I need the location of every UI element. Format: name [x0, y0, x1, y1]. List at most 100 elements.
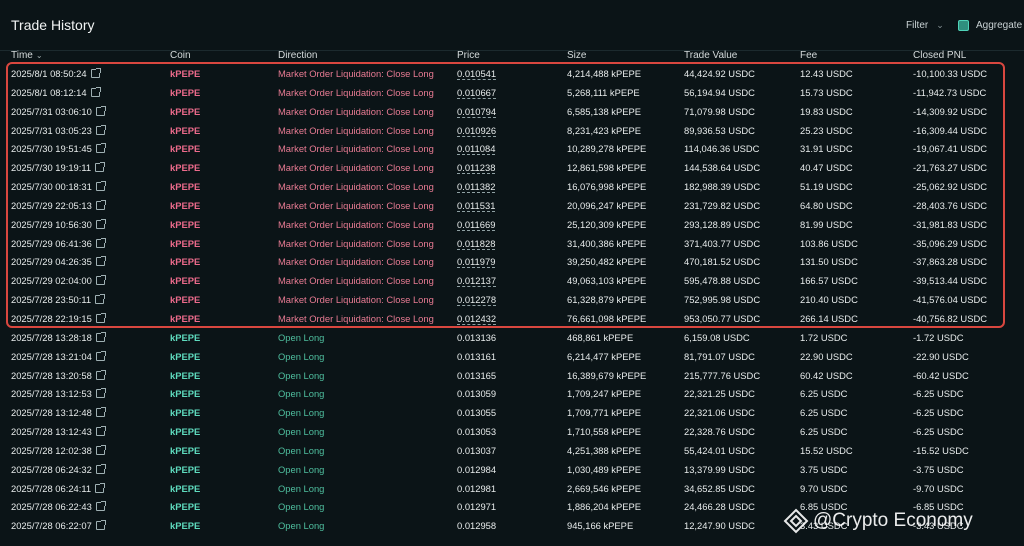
- price-text: 0.012958: [457, 520, 497, 532]
- external-link-icon[interactable]: [95, 501, 106, 512]
- coin-link[interactable]: kPEPE: [170, 181, 200, 192]
- table-row: 2025/7/28 06:24:32 kPEPE Open Long 0.012984…: [0, 460, 1024, 479]
- coin-link[interactable]: kPEPE: [170, 313, 200, 324]
- coin-link[interactable]: kPEPE: [170, 445, 200, 456]
- coin-link[interactable]: kPEPE: [170, 106, 200, 117]
- fee: 22.90 USDC: [800, 351, 853, 362]
- external-link-icon[interactable]: [95, 463, 106, 474]
- external-link-icon[interactable]: [95, 426, 106, 437]
- trade-time-text: 2025/7/28 13:20:58: [11, 369, 92, 381]
- coin-link[interactable]: kPEPE: [170, 388, 200, 399]
- column-header-direction[interactable]: Direction: [278, 50, 318, 61]
- column-header-closed-pnl[interactable]: Closed PNL: [913, 50, 967, 61]
- size-text: 945,166 kPEPE: [567, 520, 634, 532]
- coin-link[interactable]: kPEPE: [170, 294, 200, 305]
- direction: Open Long: [278, 370, 324, 381]
- trade-value: 12,247.90 USDC: [684, 520, 755, 531]
- external-link-icon[interactable]: [95, 331, 106, 342]
- trade-value-text: 22,321.25 USDC: [684, 388, 755, 400]
- coin-link[interactable]: kPEPE: [170, 464, 200, 475]
- size-text: 4,251,388 kPEPE: [567, 444, 642, 456]
- closed-pnl: -1.72 USDC: [913, 332, 964, 343]
- external-link-icon[interactable]: [95, 105, 106, 116]
- external-link-icon[interactable]: [95, 256, 106, 267]
- coin-link-text: kPEPE: [170, 350, 201, 362]
- trade-time-text: 2025/7/29 06:41:36: [11, 237, 92, 249]
- coin-link[interactable]: kPEPE: [170, 332, 200, 343]
- coin-link[interactable]: kPEPE: [170, 125, 200, 136]
- external-link-icon[interactable]: [95, 388, 106, 399]
- external-link-icon[interactable]: [95, 407, 106, 418]
- coin-link[interactable]: kPEPE: [170, 501, 200, 512]
- external-link-icon[interactable]: [95, 237, 106, 248]
- trade-value-text: 22,321.06 USDC: [684, 407, 755, 419]
- column-header-trade-value[interactable]: Trade Value: [684, 50, 738, 61]
- external-link-icon[interactable]: [95, 350, 106, 361]
- column-header-fee[interactable]: Fee: [800, 50, 818, 61]
- closed-pnl-text: -60.42 USDC: [913, 369, 969, 381]
- external-link-icon[interactable]: [95, 520, 106, 531]
- table-row: 2025/7/28 13:28:18 kPEPE Open Long 0.013136…: [0, 328, 1024, 347]
- closed-pnl: -10,100.33 USDC: [913, 68, 987, 79]
- trade-value: 89,936.53 USDC: [684, 125, 755, 136]
- size: 8,231,423 kPEPE: [567, 125, 641, 136]
- coin-link[interactable]: kPEPE: [170, 275, 200, 286]
- external-link-icon[interactable]: [95, 162, 106, 173]
- coin-link[interactable]: kPEPE: [170, 238, 200, 249]
- coin-link[interactable]: kPEPE: [170, 351, 200, 362]
- external-link-icon[interactable]: [95, 218, 106, 229]
- coin-link[interactable]: kPEPE: [170, 68, 200, 79]
- coin-link-text: kPEPE: [170, 482, 201, 494]
- external-link-icon[interactable]: [90, 86, 101, 97]
- column-header-price[interactable]: Price: [457, 50, 480, 61]
- closed-pnl-text: -41,576.04 USDC: [913, 294, 987, 306]
- coin-link[interactable]: kPEPE: [170, 162, 200, 173]
- aggregate-checkbox[interactable]: [958, 20, 969, 31]
- coin-link[interactable]: kPEPE: [170, 483, 200, 494]
- closed-pnl-text: -21,763.27 USDC: [913, 162, 987, 174]
- coin-link[interactable]: kPEPE: [170, 256, 200, 267]
- filter-dropdown[interactable]: Filter ⌄: [906, 20, 944, 31]
- price: 0.013053: [457, 426, 496, 437]
- fee: 51.19 USDC: [800, 181, 853, 192]
- external-link-icon[interactable]: [90, 68, 101, 78]
- size: 6,214,477 kPEPE: [567, 351, 641, 362]
- fee: 31.91 USDC: [800, 143, 853, 154]
- size: 1,710,558 kPEPE: [567, 426, 641, 437]
- closed-pnl: -28,403.76 USDC: [913, 200, 987, 211]
- size: 12,861,598 kPEPE: [567, 162, 646, 173]
- external-link-icon[interactable]: [95, 482, 106, 493]
- external-link-icon[interactable]: [95, 369, 106, 380]
- coin-link[interactable]: kPEPE: [170, 370, 200, 381]
- external-link-icon[interactable]: [95, 275, 106, 286]
- external-link-icon[interactable]: [95, 143, 106, 154]
- trade-value-text: 12,247.90 USDC: [684, 520, 755, 532]
- price-text: 0.012278: [457, 294, 497, 306]
- closed-pnl: -60.42 USDC: [913, 370, 969, 381]
- column-header-size[interactable]: Size: [567, 50, 587, 61]
- coin-link[interactable]: kPEPE: [170, 426, 200, 437]
- trade-value: 752,995.98 USDC: [684, 294, 760, 305]
- coin-link[interactable]: kPEPE: [170, 219, 200, 230]
- column-header-time[interactable]: Time ⌄: [11, 50, 43, 61]
- trade-value-text: 44,424.92 USDC: [684, 68, 755, 79]
- coin-link[interactable]: kPEPE: [170, 520, 200, 531]
- column-header-coin[interactable]: Coin: [170, 50, 191, 61]
- external-link-icon[interactable]: [95, 294, 106, 305]
- direction-text: Market Order Liquidation: Close Long: [278, 162, 434, 174]
- external-link-icon[interactable]: [95, 199, 106, 210]
- trade-value: 34,652.85 USDC: [684, 483, 755, 494]
- external-link-icon[interactable]: [95, 181, 106, 192]
- coin-link[interactable]: kPEPE: [170, 143, 200, 154]
- coin-link[interactable]: kPEPE: [170, 87, 200, 98]
- external-link-icon[interactable]: [95, 124, 106, 135]
- closed-pnl: -31,981.83 USDC: [913, 219, 987, 230]
- external-link-icon[interactable]: [95, 444, 106, 455]
- external-link-icon[interactable]: [95, 312, 106, 323]
- coin-link[interactable]: kPEPE: [170, 407, 200, 418]
- coin-link[interactable]: kPEPE: [170, 200, 200, 211]
- trade-time-text: 2025/7/29 22:05:13: [11, 199, 92, 211]
- size: 1,709,247 kPEPE: [567, 388, 641, 399]
- trade-value: 6,159.08 USDC: [684, 332, 750, 343]
- table-row: 2025/7/30 19:19:11 kPEPE Market Order Liqu…: [0, 158, 1024, 177]
